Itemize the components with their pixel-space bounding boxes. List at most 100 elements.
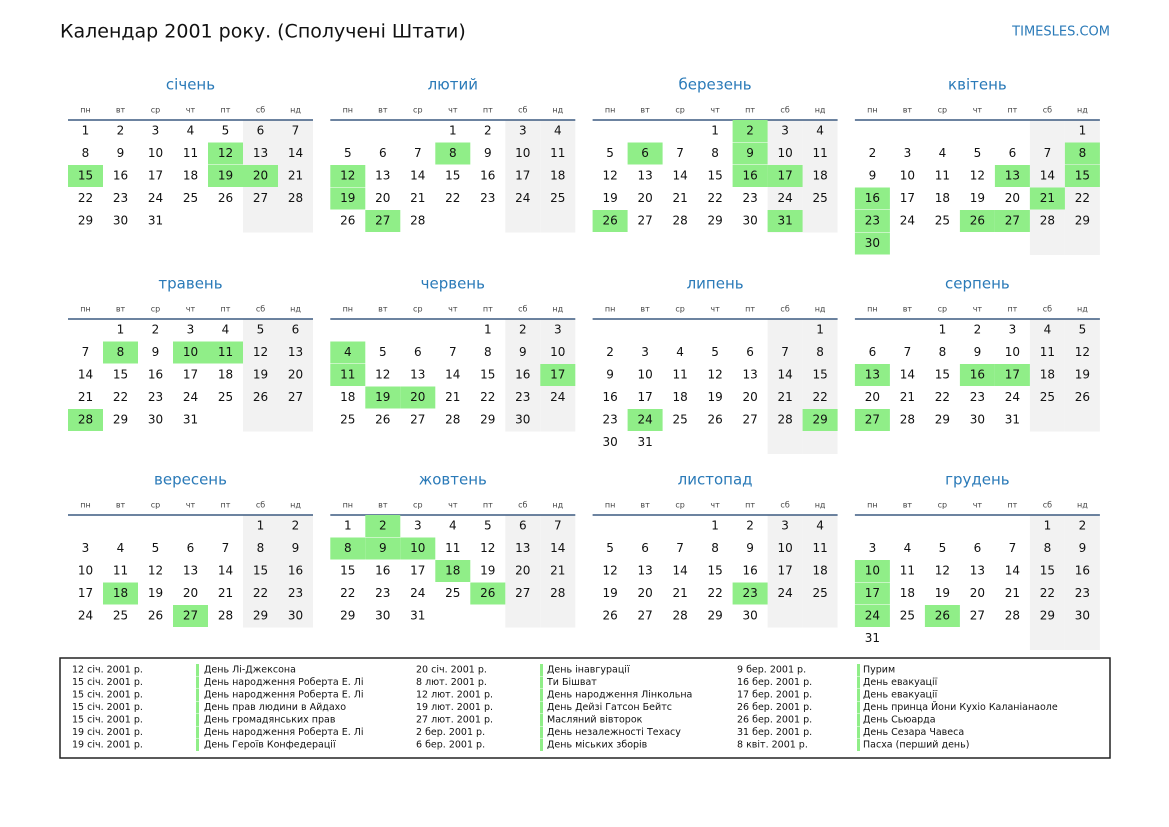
day: 20 <box>253 169 268 183</box>
day: 22 <box>113 390 128 404</box>
day: 7 <box>904 345 912 359</box>
holiday-cell <box>330 187 366 210</box>
weekend-shade <box>505 319 541 432</box>
month-name: липень <box>687 275 744 293</box>
weekend-shade <box>243 319 278 432</box>
day: 17 <box>410 564 425 578</box>
day: 5 <box>1079 323 1087 337</box>
holiday-date: 2 бер. 2001 р. <box>416 727 485 738</box>
weekday: нд <box>290 501 301 510</box>
holiday-cell <box>330 341 366 364</box>
holiday-cell <box>330 364 366 386</box>
weekday: нд <box>1077 106 1088 115</box>
day: 20 <box>865 390 880 404</box>
day: 16 <box>970 368 985 382</box>
day: 2 <box>974 323 982 337</box>
weekday: сб <box>780 106 789 115</box>
day: 26 <box>480 586 495 600</box>
day: 22 <box>1040 586 1055 600</box>
day: 4 <box>187 124 195 138</box>
weekend-shade <box>1029 515 1065 650</box>
day: 14 <box>78 368 93 382</box>
site-link[interactable]: TIMESLES.COM <box>1011 25 1110 40</box>
day: 16 <box>480 169 495 183</box>
day: 5 <box>606 541 614 555</box>
day: 17 <box>183 368 198 382</box>
month-name: лютий <box>428 76 478 94</box>
holiday-date: 26 бер. 2001 р. <box>737 702 812 713</box>
weekend-shade <box>540 515 576 628</box>
holiday-name: День народження Роберта Е. Лі <box>204 690 364 701</box>
day: 12 <box>1075 345 1090 359</box>
holiday-cell <box>208 165 243 187</box>
day: 6 <box>292 323 300 337</box>
holiday-cell <box>994 364 1030 386</box>
day: 24 <box>777 586 792 600</box>
day: 26 <box>340 214 355 228</box>
day: 10 <box>515 146 530 160</box>
holiday-marker <box>196 664 199 676</box>
day: 3 <box>82 541 90 555</box>
holiday-marker <box>540 714 543 726</box>
day: 9 <box>117 146 125 160</box>
day: 20 <box>288 368 303 382</box>
weekend-shade <box>505 120 541 233</box>
day: 16 <box>515 368 530 382</box>
weekday: вт <box>378 501 388 510</box>
day: 23 <box>480 191 495 205</box>
day: 25 <box>113 609 128 623</box>
day: 23 <box>515 390 530 404</box>
day: 13 <box>410 368 425 382</box>
day: 17 <box>865 586 880 600</box>
day: 13 <box>970 564 985 578</box>
month-name: жовтень <box>419 471 487 489</box>
weekend-shade <box>802 120 838 233</box>
holiday-date: 8 лют. 2001 р. <box>416 677 487 688</box>
weekday: сб <box>780 501 789 510</box>
day: 9 <box>606 368 614 382</box>
day: 13 <box>253 146 268 160</box>
day: 14 <box>672 564 687 578</box>
holiday-marker <box>857 676 860 689</box>
day: 13 <box>183 564 198 578</box>
day: 1 <box>1044 519 1052 533</box>
weekday: вт <box>116 501 126 510</box>
day: 1 <box>939 323 947 337</box>
day: 23 <box>288 586 303 600</box>
weekday: сб <box>1043 106 1052 115</box>
day: 6 <box>869 345 877 359</box>
weekday: нд <box>815 501 826 510</box>
day: 25 <box>445 586 460 600</box>
day: 26 <box>375 413 390 427</box>
holiday-marker <box>857 664 860 676</box>
day: 6 <box>974 541 982 555</box>
day: 27 <box>515 586 530 600</box>
holiday-name: День прав людини в Айдахо <box>204 702 346 713</box>
weekday: вт <box>903 501 913 510</box>
day: 13 <box>515 541 530 555</box>
day: 23 <box>602 413 617 427</box>
month-name: грудень <box>945 471 1010 489</box>
day: 14 <box>288 146 303 160</box>
day: 30 <box>113 214 128 228</box>
day: 23 <box>148 390 163 404</box>
day: 2 <box>606 345 614 359</box>
day: 27 <box>183 609 198 623</box>
day: 7 <box>414 146 422 160</box>
day: 14 <box>410 169 425 183</box>
holiday-cell <box>627 409 663 431</box>
holiday-cell <box>243 165 278 187</box>
weekday: пн <box>605 106 615 115</box>
holiday-name: День евакуації <box>863 677 938 688</box>
holiday-date: 17 бер. 2001 р. <box>737 690 812 701</box>
day: 10 <box>900 169 915 183</box>
day: 4 <box>904 541 912 555</box>
day: 6 <box>1009 146 1017 160</box>
day: 22 <box>707 191 722 205</box>
holiday-date: 8 квіт. 2001 р. <box>737 740 808 751</box>
weekday: чт <box>448 106 458 115</box>
weekday: нд <box>552 501 563 510</box>
holiday-cell <box>208 341 243 364</box>
day: 22 <box>78 191 93 205</box>
holiday-date: 31 бер. 2001 р. <box>737 727 812 738</box>
